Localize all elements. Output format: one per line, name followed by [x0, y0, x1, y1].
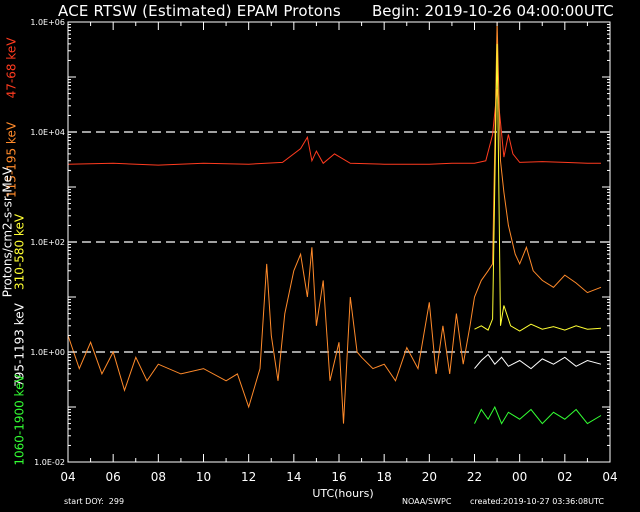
x-tick-label: 06: [106, 470, 121, 484]
start-doy: start DOY: 299: [64, 497, 125, 506]
series-line-115-195-keV: [67, 21, 602, 424]
series-lines: [67, 21, 602, 425]
tick-labels: 04 06 08 10 12 14 16 18 20 22 00 02 04 1.0E-02 1.0E+00…: [30, 18, 617, 500]
y-tick-label: 1.0E+02: [30, 238, 65, 247]
x-tick-label: 04: [602, 470, 617, 484]
x-tick-label: 02: [557, 470, 572, 484]
y-axis-label: 795-1193 keV: [13, 302, 27, 386]
y-tick-label: 1.0E+06: [30, 18, 65, 27]
x-tick-label: 16: [331, 470, 346, 484]
y-axis-label: 115-195 keV: [5, 121, 19, 198]
x-tick-label: 14: [286, 470, 301, 484]
y-tick-label: 1.0E-02: [34, 458, 65, 467]
y-axis-label: Protons/cm2-s-sr-MeV: [1, 166, 15, 297]
x-tick-label: 12: [241, 470, 256, 484]
x-tick-label: 20: [422, 470, 437, 484]
x-axis-label: UTC(hours): [312, 487, 373, 500]
reference-lines: [68, 131, 610, 353]
x-tick-label: 00: [512, 470, 527, 484]
series-line-1060-1900-keV: [474, 405, 602, 425]
x-tick-label: 18: [377, 470, 392, 484]
y-tick-label: 1.0E+04: [30, 128, 65, 137]
series-line-795-1193-keV: [474, 353, 602, 370]
x-tick-label: 08: [151, 470, 166, 484]
series-line-47-68-keV: [67, 89, 601, 166]
x-tick-label: 04: [60, 470, 75, 484]
series-line-310-580-keV: [474, 43, 602, 332]
y-axis-label: 310-580 keV: [13, 213, 27, 290]
begin-time: Begin: 2019-10-26 04:00:00UTC: [372, 2, 614, 20]
x-tick-label: 22: [467, 470, 482, 484]
y-tick-label: 1.0E+00: [30, 348, 65, 357]
created-time: created:2019-10-27 03:36:08UTC: [470, 497, 604, 506]
y-axis-labels: 47-68 keV 115-195 keVProtons/cm2-s-sr-MeV…: [1, 37, 27, 466]
y-axis-label: 47-68 keV: [5, 37, 19, 99]
source-label: NOAA/SWPC: [402, 497, 452, 506]
chart-title: ACE RTSW (Estimated) EPAM Protons: [58, 2, 341, 20]
x-tick-label: 10: [196, 470, 211, 484]
y-axis-label: 1060-1900 keV: [13, 374, 27, 466]
